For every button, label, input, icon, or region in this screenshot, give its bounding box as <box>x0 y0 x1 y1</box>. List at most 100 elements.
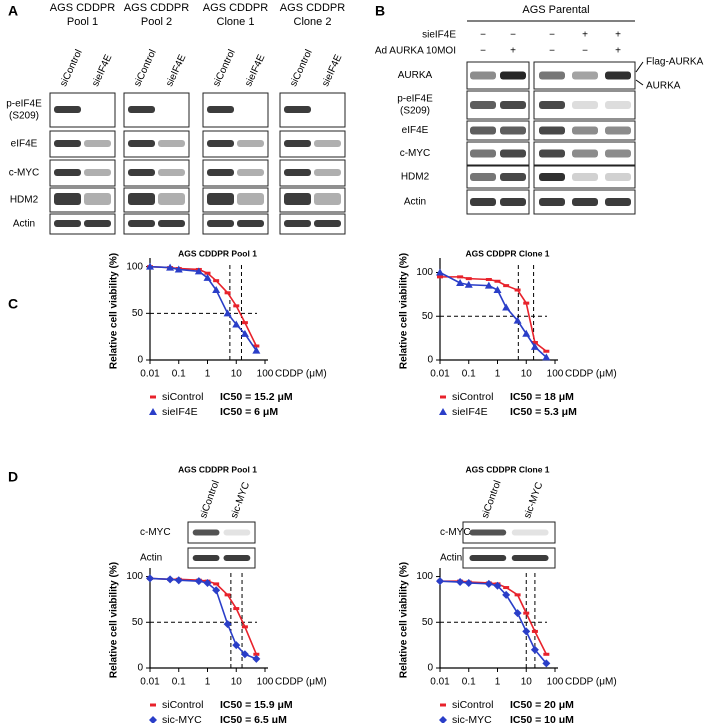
condition-sign: + <box>510 46 516 57</box>
lane-label: siControl <box>211 48 238 88</box>
row-label: c-MYC <box>9 168 40 179</box>
blot-band <box>54 106 81 113</box>
row-label: AURKA <box>398 70 433 81</box>
y-tick-label: 50 <box>132 617 144 628</box>
row-label: (S209) <box>9 111 39 122</box>
blot-band <box>284 140 311 147</box>
row-label: HDM2 <box>10 195 39 206</box>
lane-label: sieIF4E <box>164 53 188 89</box>
row-label: Actin <box>140 553 162 564</box>
blot-band <box>237 193 264 205</box>
blot-band <box>237 140 264 147</box>
x-tick-label: 100 <box>257 369 274 380</box>
blot-band <box>572 173 598 181</box>
legend-label: sieIF4E <box>162 406 198 418</box>
lane-label: sieIF4E <box>320 53 344 89</box>
group-title: AGS CDDPR <box>203 2 268 14</box>
x-tick-label: 1 <box>205 677 211 688</box>
blot-band <box>605 101 631 109</box>
row-label: p-eIF4E <box>6 99 42 110</box>
x-tick-label: 0.1 <box>172 369 186 380</box>
y-axis-label: Relative cell viability (%) <box>109 562 120 678</box>
chart-title: AGS CDDPR Pool 1 <box>178 248 257 258</box>
y-tick-label: 100 <box>126 571 143 582</box>
blot-band <box>539 149 565 158</box>
blot-box <box>466 165 530 189</box>
marker <box>232 320 241 328</box>
blot-band <box>470 198 496 206</box>
blot-band <box>237 220 264 227</box>
blot-band <box>572 71 598 80</box>
panel-label: A <box>8 3 18 19</box>
legend-label: sic-MYC <box>162 714 202 723</box>
group-title: AGS CDDPR <box>124 2 189 14</box>
legend-ic50: IC50 = 10 μM <box>510 714 574 723</box>
marker <box>464 578 473 587</box>
blot-box <box>123 213 190 235</box>
lane-label: siControl <box>480 479 504 520</box>
legend-ic50: IC50 = 20 μM <box>510 699 574 711</box>
x-tick-label: 0.01 <box>140 369 160 380</box>
blot-band <box>539 126 565 135</box>
fit-line <box>439 580 547 664</box>
x-tick-label: 0.01 <box>430 677 450 688</box>
row-label: Actin <box>440 553 462 564</box>
blot-band <box>284 169 311 176</box>
blot-box <box>533 165 636 189</box>
x-axis-label: CDDP (μM) <box>565 369 617 380</box>
marker <box>502 303 511 311</box>
marker <box>252 346 261 354</box>
row-label: eIF4E <box>402 125 429 136</box>
marker <box>436 577 444 586</box>
blot-band <box>207 140 234 147</box>
marker <box>522 627 531 636</box>
blot-band <box>128 193 155 205</box>
chart-title: AGS CDDPR Pool 1 <box>178 464 257 474</box>
blot-band <box>192 555 220 561</box>
blot-band <box>500 198 526 206</box>
legend-label: sic-MYC <box>452 714 492 723</box>
blot-band <box>470 71 496 80</box>
marker <box>439 408 447 415</box>
blot-band <box>237 169 264 176</box>
y-axis-label: Relative cell viability (%) <box>399 562 410 678</box>
blot-band <box>314 220 341 227</box>
blot-band <box>572 101 598 109</box>
y-tick-label: 0 <box>137 355 143 366</box>
marker <box>531 341 538 344</box>
group-title: Clone 2 <box>294 16 332 28</box>
blot-band <box>500 126 526 135</box>
marker <box>223 309 232 317</box>
marker <box>241 625 248 629</box>
y-tick-label: 100 <box>416 571 433 582</box>
marker <box>174 265 183 273</box>
y-axis-label: Relative cell viability (%) <box>399 253 410 369</box>
marker <box>503 586 510 590</box>
blot-band <box>192 529 220 536</box>
marker <box>440 703 446 707</box>
annotation-line <box>635 79 644 86</box>
blot-band <box>207 169 234 176</box>
marker <box>493 286 502 293</box>
blot-band <box>469 529 507 536</box>
legend-ic50: IC50 = 15.2 μM <box>220 391 293 403</box>
fit-line <box>149 265 258 347</box>
blot-band <box>84 193 111 205</box>
blot-band <box>223 555 251 561</box>
marker <box>240 329 249 337</box>
marker <box>502 590 511 599</box>
condition-sign: − <box>510 30 516 41</box>
fit-line <box>149 577 257 660</box>
blot-band <box>314 193 341 205</box>
condition-sign: + <box>582 30 588 41</box>
axis <box>439 258 558 361</box>
blot-band <box>500 173 526 181</box>
blot-band <box>511 555 549 561</box>
blot-band <box>158 140 185 147</box>
condition-sign: − <box>480 46 486 57</box>
blot-band <box>84 140 111 147</box>
marker <box>530 342 539 350</box>
marker <box>530 645 539 654</box>
marker <box>485 278 492 281</box>
